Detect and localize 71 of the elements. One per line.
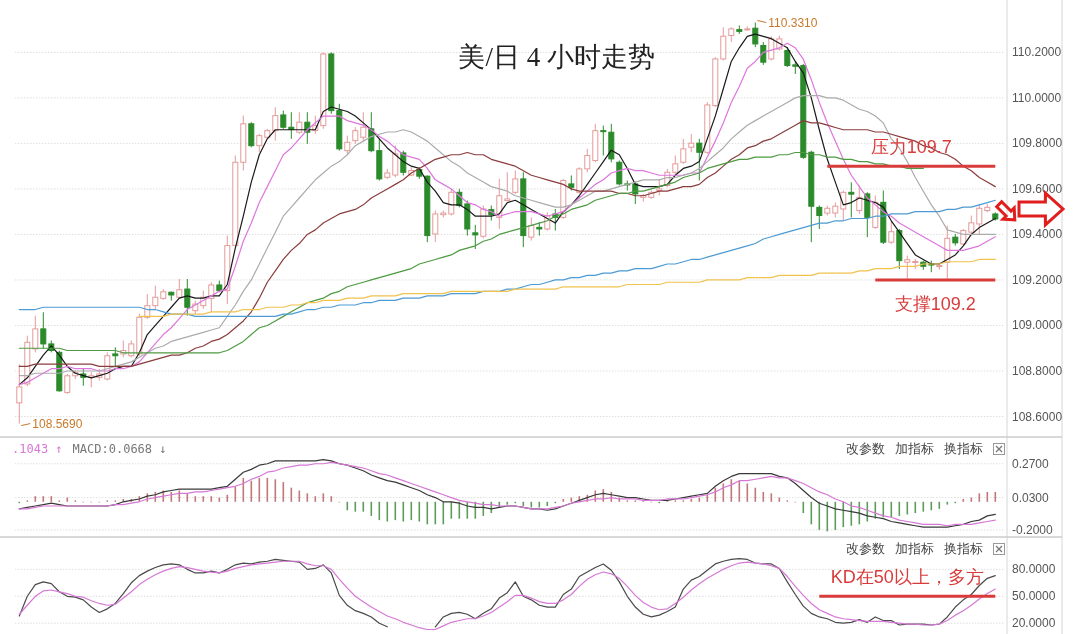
- candlestick: [248, 121, 255, 148]
- candlestick: [752, 22, 759, 48]
- candlestick: [816, 205, 823, 230]
- annotation: KD在50以上，多方: [830, 567, 984, 588]
- y-tick-label: 108.8000: [1012, 363, 1063, 378]
- candlestick: [528, 216, 535, 242]
- candlestick: [760, 41, 767, 66]
- annotation: 加指标: [895, 541, 934, 556]
- y-tick-label: 50.0000: [1012, 589, 1056, 604]
- y-tick-label: 20.0000: [1012, 616, 1056, 631]
- y-tick-label: 80.0000: [1012, 562, 1056, 577]
- y-tick-label: 110.2000: [1012, 45, 1062, 60]
- annotation: 支撑109.2: [894, 293, 976, 314]
- candlestick: [448, 188, 455, 217]
- annotation: 换指标: [944, 541, 983, 556]
- candlestick: [680, 138, 687, 165]
- candlestick: [848, 181, 855, 218]
- y-tick-label: -0.2000: [1012, 522, 1054, 537]
- y-tick-label: 0.2700: [1012, 456, 1050, 471]
- candlestick: [112, 346, 119, 368]
- annotation: 换指标: [944, 441, 983, 456]
- candlestick: [432, 210, 439, 243]
- line-series: [138, 258, 996, 317]
- candlestick: [152, 285, 159, 310]
- candlestick: [512, 169, 519, 195]
- y-tick-label: 108.6000: [1012, 409, 1063, 424]
- candlestick: [584, 148, 591, 173]
- candlestick: [672, 154, 679, 176]
- candlestick: [720, 26, 727, 62]
- candlestick: [968, 215, 975, 237]
- candlestick: [696, 138, 703, 181]
- candlestick: [344, 135, 351, 155]
- candlestick: [504, 171, 511, 202]
- annotation: 加指标: [895, 441, 934, 456]
- y-tick-label: 109.6000: [1012, 181, 1063, 196]
- extreme-note: 110.3310: [756, 15, 818, 30]
- candlestick: [856, 185, 863, 215]
- annotation: 108.5690: [32, 416, 83, 431]
- annotation: MACD:0.0668 ↓: [72, 442, 167, 456]
- y-tick-label: 109.4000: [1012, 227, 1063, 242]
- candlestick: [688, 133, 695, 153]
- candlestick: [904, 255, 911, 280]
- candlestick: [392, 145, 399, 178]
- candlestick: [40, 311, 47, 350]
- y-tick-label: 109.0000: [1012, 318, 1063, 333]
- annotation: 改参数: [846, 541, 885, 556]
- annotation: 改参数: [846, 441, 885, 456]
- candlestick: [64, 373, 71, 395]
- candlestick: [784, 46, 791, 68]
- y-tick-label: 0.0300: [1012, 490, 1050, 505]
- candlestick: [360, 111, 367, 142]
- annotation: 110.3310: [768, 15, 818, 30]
- candlestick: [576, 166, 583, 195]
- extreme-note: 108.5690: [20, 416, 83, 431]
- candlestick: [472, 224, 479, 250]
- candlestick: [32, 315, 39, 353]
- text: 美/日 4 小时走势: [458, 42, 655, 72]
- candlestick: [600, 125, 607, 156]
- candlestick: [184, 278, 191, 317]
- candlestick: [272, 106, 279, 142]
- candlestick: [976, 203, 983, 235]
- candlestick: [888, 220, 895, 245]
- candlestick: [280, 110, 287, 130]
- annotation: .1043 ↑: [12, 442, 63, 456]
- y-tick-label: 109.8000: [1012, 136, 1063, 151]
- y-tick-label: 110.0000: [1012, 90, 1062, 105]
- candlestick: [16, 363, 23, 425]
- candlestick: [616, 159, 623, 186]
- candlestick: [768, 35, 775, 62]
- y-tick-label: 109.2000: [1012, 272, 1063, 287]
- candlestick: [256, 133, 263, 153]
